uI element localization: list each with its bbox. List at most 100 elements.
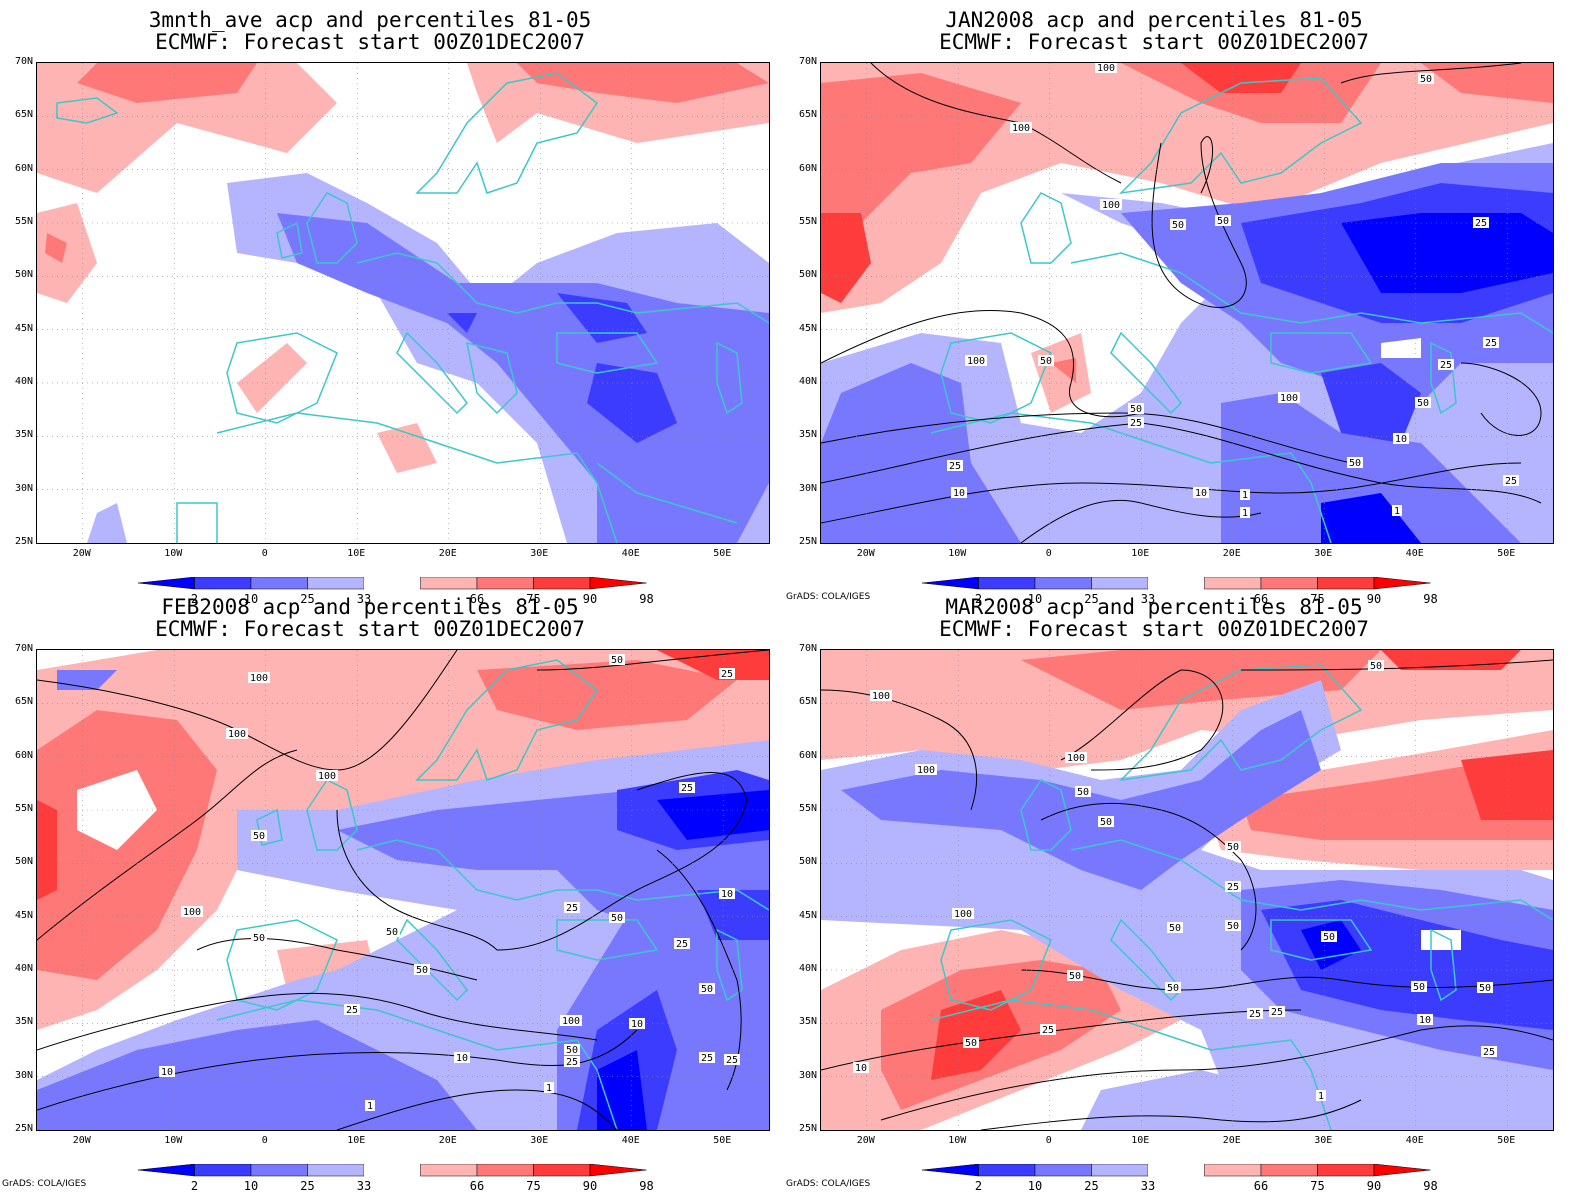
panel-3mnth: 3mnth_ave acp and percentiles 81-05 ECMW… [0, 0, 780, 606]
contours [37, 650, 769, 1130]
shade-red-north [477, 660, 737, 730]
lon-tick-label: 30E [530, 1135, 549, 1146]
lon-tick-label: 50E [713, 1135, 732, 1146]
lon-tick-label: 0 [1045, 548, 1052, 559]
colorbar-svg [138, 577, 647, 590]
contour-25-south [821, 422, 1542, 504]
contour-label: 10 [855, 1063, 867, 1074]
colorbar-label: 33 [356, 1179, 372, 1193]
lon-tick-label: 10W [948, 1135, 967, 1146]
lat-tick-label: 25N [14, 535, 33, 547]
shade-red-light [37, 650, 769, 1030]
colorbar-cell [364, 577, 421, 589]
contour-label-bg [1040, 1024, 1056, 1035]
lat-tick-label: 70N [798, 643, 817, 654]
contour-label: 10 [721, 889, 733, 900]
contour-label: 100 [917, 765, 935, 776]
contour-label-bg [963, 1037, 979, 1048]
shade-blue-dark2 [1341, 213, 1553, 293]
contour-25-south [37, 992, 598, 1051]
coast-caspian [1430, 341, 1457, 415]
shade-white-hole [1421, 930, 1461, 950]
contour-label: 25 [1227, 882, 1239, 893]
colorbar-label: 90 [1366, 1179, 1382, 1193]
contour-50-north [536, 650, 769, 671]
colorbar-arrow-high [589, 577, 647, 590]
lat-tick-label: 65N [14, 109, 33, 121]
shade-red-west3 [931, 990, 1021, 1080]
contour-label-bg [1165, 982, 1181, 993]
contour-label: 25 [1440, 360, 1452, 371]
contour-label: 25 [566, 1057, 578, 1068]
contour-label: 50 [1172, 220, 1184, 231]
coast-italy [1110, 331, 1182, 415]
contour-label-bg [1269, 1006, 1285, 1017]
map-plot: 50 100 100 100 50 50 50 25 50 100 50 50 50 50 50 25 10 50… [820, 649, 1554, 1131]
colorbar-arrow-high [1373, 1164, 1431, 1177]
colorbar-label: 66 [1253, 592, 1269, 606]
colorbar-label: 2 [190, 1179, 199, 1193]
colorbar-cell [194, 1164, 252, 1177]
contour-label: 100 [183, 907, 201, 918]
contour-label: 25 [1483, 1047, 1495, 1058]
contour-label-bg [965, 355, 987, 366]
contour-label: 50 [1349, 458, 1361, 469]
shade-red-dark [821, 213, 871, 303]
coast-europe [356, 252, 769, 324]
contour-25-south [821, 1009, 1302, 1071]
contour-label: 10 [1395, 434, 1407, 445]
contour-label-bg [609, 912, 625, 923]
contour-10-south [821, 462, 1522, 524]
contour-label-bg [344, 1004, 360, 1015]
colorbar-arrow-high [589, 1164, 647, 1177]
shade-blue-dark2 [657, 790, 769, 840]
coast-africa [930, 412, 1332, 543]
lat-tick-label: 30N [14, 482, 33, 494]
panel-title: MAR2008 acp and percentiles 81-05 [945, 595, 1363, 619]
contour-label: 50 [566, 1045, 578, 1056]
contour-label: 25 [1271, 1007, 1283, 1018]
contour-label: 25 [566, 903, 578, 914]
shade-red-north2 [517, 63, 769, 103]
contour-label-bg [1316, 1090, 1326, 1101]
lat-tick-label: 65N [14, 696, 33, 708]
panel-jan2008: JAN2008 acp and percentiles 81-05 ECMWF:… [784, 0, 1564, 606]
lat-tick-label: 30N [798, 1069, 817, 1081]
lon-tick-label: 10W [164, 548, 183, 559]
contour-label-bg [564, 902, 580, 913]
contour-label: 10 [161, 1067, 173, 1078]
lon-tick-label: 20E [1222, 548, 1241, 559]
shade-red-west [37, 203, 97, 303]
lat-tick-label: 55N [14, 802, 33, 814]
colorbar-label: 2 [974, 1179, 983, 1193]
panel-subtitle: ECMWF: Forecast start 00Z01DEC2007 [155, 30, 585, 54]
contour-label: 25 [681, 783, 693, 794]
contour-label: 100 [250, 673, 268, 684]
map-plot: 50 100 25 100 100 25 50 100 50 50 25 50 50 10 25 50 25 10… [36, 649, 770, 1131]
lat-tick-label: 40N [798, 375, 817, 387]
panel-mar2008: MAR2008 acp and percentiles 81-05 ECMWF:… [784, 587, 1564, 1193]
contour-label-bg [384, 926, 400, 937]
contour-label: 50 [1227, 921, 1239, 932]
contour-label: 25 [1042, 1025, 1054, 1036]
shade-red-light [821, 650, 1553, 770]
panel-title: JAN2008 acp and percentiles 81-05 [945, 8, 1363, 32]
shade-red-med [377, 423, 437, 473]
lon-tick-label: 10W [948, 548, 967, 559]
contour-label-bg [724, 1054, 740, 1065]
shading [821, 650, 1553, 1130]
contour-label-bg [1240, 489, 1250, 500]
contour-label-bg [1095, 63, 1117, 73]
gridlines [37, 63, 769, 543]
lon-tick-label: 50E [1497, 1135, 1516, 1146]
contour-label: 50 [1069, 971, 1081, 982]
contour-label-bg [1321, 931, 1337, 942]
coastlines [930, 664, 1553, 1130]
contour-label: 50 [253, 933, 265, 944]
contour-label: 100 [1102, 200, 1120, 211]
contour-label-bg [181, 906, 203, 917]
lon-tick-label: 10E [1131, 1135, 1150, 1146]
lon-tick-label: 10E [1131, 548, 1150, 559]
lat-tick-label: 50N [14, 856, 33, 868]
contour-label-layer: 100 100 100 50 50 50 25 100 50 100 50 25 50 25 10 10 25 1… [947, 63, 1519, 519]
